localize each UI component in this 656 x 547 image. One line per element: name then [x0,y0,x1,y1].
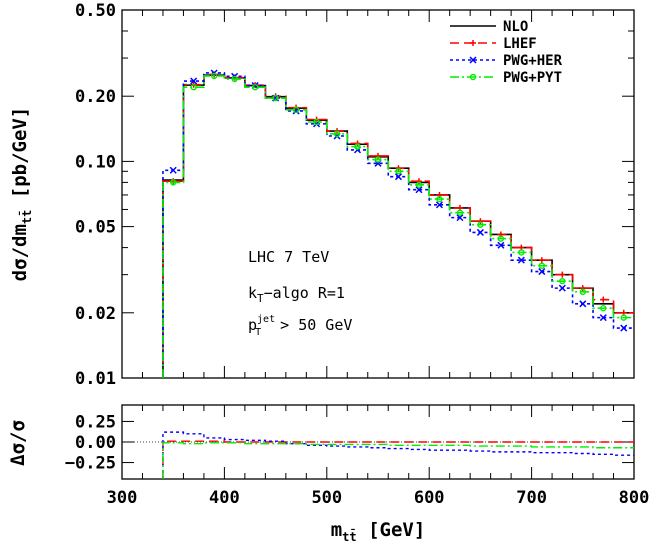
annotation-jet-cut: pjet T > 50 GeV [248,314,352,338]
data-point [538,257,545,264]
data-point [620,314,627,321]
data-point [456,209,464,216]
data-point [231,75,238,83]
data-point [477,221,484,228]
ratio-line-pwg-pyt [162,442,634,479]
data-point [415,186,423,194]
y-tick-label: 0.50 [75,1,116,21]
data-point [415,181,423,188]
x-tick-label: 500 [311,488,342,508]
data-point [518,249,525,256]
svg-text:Δσ/σ: Δσ/σ [7,420,29,466]
data-point [435,201,443,209]
data-point [497,241,505,249]
x-tick-label: 400 [209,488,240,508]
ratio-line-lhef [162,440,634,479]
ratio-ticks: −0.250.000.25 300 400 500 600 700 800 [65,405,650,508]
series-line-nlo [162,74,634,378]
ratio-y-axis-title: Δσ/σ [7,420,29,466]
series-line-pwg-her [162,72,634,378]
main-plot-frame [121,9,635,379]
data-point [599,314,607,322]
svg-text:dσ/dmtt̄ [pb/GeV]: dσ/dmtt̄ [pb/GeV] [9,107,34,282]
x-tick-label: 600 [414,488,445,508]
data-point [456,214,464,222]
data-point [477,218,484,225]
main-series [162,69,634,378]
legend-label: PWG+HER [503,53,563,69]
data-point [292,106,300,114]
data-point [497,235,505,242]
data-point [169,166,177,174]
series-line-lhef [162,73,634,378]
data-point [559,277,566,285]
data-point [579,288,586,296]
legend-label: PWG+PYT [503,70,562,86]
x-tick-label: 300 [107,488,138,508]
data-point [272,94,279,102]
data-point [436,195,443,203]
data-point [470,40,476,46]
main-ticks: 0.01 0.02 0.05 0.10 0.20 0.50 [75,1,635,389]
series-line-pwg-pyt [162,75,634,378]
ratio-y-tick-label: −0.25 [65,454,116,474]
annotation-algorithm: kT−algo R=1 [248,284,345,305]
data-point [313,118,320,126]
data-point [559,271,566,278]
data-point [476,228,484,236]
x-tick-label: 700 [516,488,547,508]
data-point [375,152,381,159]
data-point [620,324,628,332]
data-point [210,72,218,80]
main-y-axis-title: dσ/dmtt̄ [pb/GeV] [9,107,34,282]
ratio-line-pwg-her [162,431,634,479]
data-point [333,130,341,138]
y-tick-label: 0.10 [75,152,116,172]
data-point [415,178,422,185]
ratio-y-tick-label: 0.00 [75,433,116,453]
data-point [190,77,198,85]
y-tick-label: 0.02 [75,304,116,324]
data-point [579,300,587,308]
data-point [469,56,477,64]
data-point [469,73,477,81]
annotation-block: LHC 7 TeV kT−algo R=1 pjet T > 50 GeV [248,248,352,338]
y-tick-label: 0.05 [75,218,116,238]
data-point [190,84,197,91]
data-point [251,84,259,91]
data-point [538,262,546,269]
data-point [538,268,546,276]
legend-label: LHEF [503,36,537,52]
data-point [579,285,586,292]
data-point [394,173,403,181]
data-point [169,179,177,186]
legend-label: NLO [503,19,528,35]
data-point [517,256,525,264]
x-axis-title: mtt̄ [GeV] [331,519,426,544]
x-tick-label: 800 [619,488,650,508]
y-tick-label: 0.20 [75,87,116,107]
data-point [395,168,402,175]
y-tick-label: 0.01 [75,369,116,389]
ratio-series [162,431,634,479]
ratio-y-tick-label: 0.25 [75,412,116,432]
annotation-energy: LHC 7 TeV [248,248,329,266]
data-point [354,143,361,150]
data-point [600,305,607,312]
data-point [600,296,607,303]
data-point [558,284,566,292]
data-point [374,156,382,163]
